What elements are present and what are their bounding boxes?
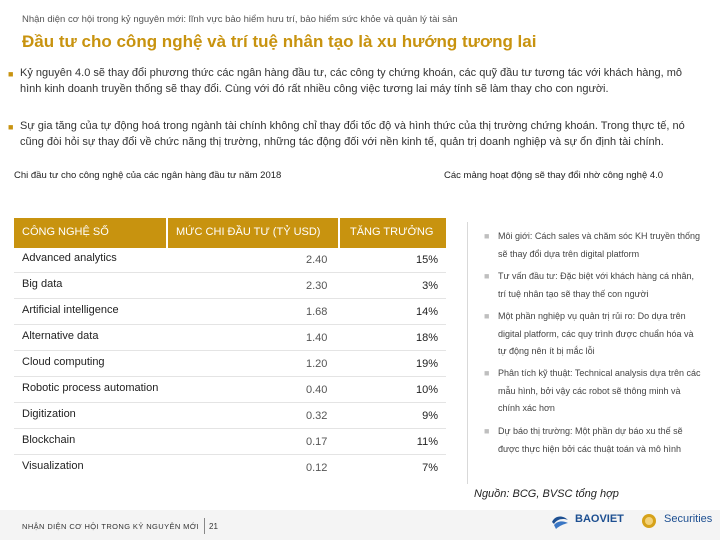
technology-cell: Cloud computing bbox=[22, 356, 105, 368]
table-header-separator bbox=[166, 218, 168, 248]
column-divider bbox=[467, 222, 468, 484]
table-row: Alternative data 1.40 18% bbox=[14, 324, 446, 351]
spend-cell: 2.40 bbox=[306, 254, 328, 266]
column-header-growth: TĂNG TRƯỞNG bbox=[350, 226, 434, 238]
technology-cell: Alternative data bbox=[22, 330, 99, 342]
activity-item: ■ Một phần nghiệp vụ quản trị rủi ro: Do… bbox=[484, 308, 702, 361]
gold-circle-logo-icon bbox=[642, 514, 656, 528]
intro-bullet-2: ■ Sự gia tăng của tự động hoá trong ngàn… bbox=[8, 119, 694, 150]
technology-cell: Visualization bbox=[22, 460, 84, 472]
spend-cell: 1.40 bbox=[306, 332, 328, 344]
column-header-technology: CÔNG NGHỆ SỐ bbox=[22, 226, 109, 238]
table-row: Visualization 0.12 7% bbox=[14, 454, 446, 480]
table-row: Blockchain 0.17 11% bbox=[14, 428, 446, 455]
footer-divider bbox=[204, 518, 205, 534]
page-subtitle: Nhận diện cơ hội trong kỷ nguyên mới: lĩ… bbox=[22, 14, 458, 25]
square-bullet-icon: ■ bbox=[484, 426, 490, 436]
table-header bbox=[14, 218, 446, 248]
activities-caption: Các mảng hoạt động sẽ thay đổi nhờ công … bbox=[444, 170, 664, 181]
table-header-separator bbox=[338, 218, 340, 248]
growth-cell: 10% bbox=[415, 384, 438, 396]
technology-cell: Robotic process automation bbox=[22, 382, 159, 394]
square-bullet-icon: ■ bbox=[8, 69, 14, 79]
spend-cell: 0.32 bbox=[306, 410, 328, 422]
growth-cell: 18% bbox=[415, 332, 438, 344]
technology-cell: Big data bbox=[22, 278, 63, 290]
table-row: Advanced analytics 2.40 15% bbox=[14, 246, 446, 273]
spend-cell: 0.40 bbox=[306, 384, 328, 396]
intro-bullet-1: ■ Kỷ nguyên 4.0 sẽ thay đổi phương thức … bbox=[8, 66, 694, 97]
growth-cell: 19% bbox=[415, 358, 438, 370]
spend-cell: 1.68 bbox=[306, 306, 328, 318]
square-bullet-icon: ■ bbox=[484, 368, 490, 378]
intro-bullet-text: Sự gia tăng của tự động hoá trong ngành … bbox=[20, 120, 685, 148]
technology-cell: Blockchain bbox=[22, 434, 76, 446]
technology-cell: Advanced analytics bbox=[22, 252, 117, 264]
activity-text: Một phần nghiệp vụ quản trị rủi ro: Do d… bbox=[498, 311, 694, 356]
activity-item: ■ Dự báo thị trường: Một phần dự báo xu … bbox=[484, 423, 702, 458]
table-row: Digitization 0.32 9% bbox=[14, 402, 446, 429]
activity-item: ■ Phân tích kỹ thuật: Technical analysis… bbox=[484, 365, 702, 418]
footer-title: NHẬN DIỆN CƠ HỘI TRONG KỶ NGUYÊN MỚI bbox=[22, 522, 200, 531]
activity-item: ■ Tư vấn đầu tư: Đặc biệt với khách hàng… bbox=[484, 268, 702, 303]
technology-cell: Digitization bbox=[22, 408, 76, 420]
spend-cell: 2.30 bbox=[306, 280, 328, 292]
spend-cell: 1.20 bbox=[306, 358, 328, 370]
brand-sublabel: Securities bbox=[664, 513, 713, 525]
growth-cell: 14% bbox=[415, 306, 438, 318]
table-row: Artificial intelligence 1.68 14% bbox=[14, 298, 446, 325]
spend-cell: 0.12 bbox=[306, 462, 328, 474]
table-caption: Chi đầu tư cho công nghệ của các ngân hà… bbox=[14, 170, 282, 181]
table-row: Robotic process automation 0.40 10% bbox=[14, 376, 446, 403]
growth-cell: 15% bbox=[415, 254, 438, 266]
technology-cell: Artificial intelligence bbox=[22, 304, 119, 316]
growth-cell: 11% bbox=[416, 436, 438, 448]
square-bullet-icon: ■ bbox=[484, 311, 490, 321]
table-row: Cloud computing 1.20 19% bbox=[14, 350, 446, 377]
growth-cell: 9% bbox=[422, 410, 438, 422]
growth-cell: 3% bbox=[422, 280, 438, 292]
footer bbox=[0, 510, 720, 540]
square-bullet-icon: ■ bbox=[484, 231, 490, 241]
activity-text: Dự báo thị trường: Một phần dự báo xu th… bbox=[498, 426, 683, 454]
intro-bullet-text: Kỷ nguyên 4.0 sẽ thay đổi phương thức cá… bbox=[20, 67, 683, 95]
baoviet-logo-icon bbox=[552, 516, 568, 529]
brand-logo: BAOVIET bbox=[575, 513, 624, 525]
square-bullet-icon: ■ bbox=[8, 122, 14, 132]
activity-item: ■ Môi giới: Cách sales và chăm sóc KH tr… bbox=[484, 228, 702, 263]
page-title: Đầu tư cho công nghệ và trí tuệ nhân tạo… bbox=[22, 32, 537, 51]
column-header-spend: MỨC CHI ĐẦU TƯ (TỶ USD) bbox=[176, 226, 321, 238]
square-bullet-icon: ■ bbox=[484, 271, 490, 281]
growth-cell: 7% bbox=[422, 462, 438, 474]
activity-text: Phân tích kỹ thuật: Technical analysis d… bbox=[498, 368, 701, 413]
spend-cell: 0.17 bbox=[306, 436, 328, 448]
activity-text: Môi giới: Cách sales và chăm sóc KH truy… bbox=[498, 231, 700, 259]
activity-text: Tư vấn đầu tư: Đặc biệt với khách hàng c… bbox=[498, 271, 695, 299]
table-row: Big data 2.30 3% bbox=[14, 272, 446, 299]
page-number: 21 bbox=[209, 522, 218, 531]
source-note: Nguồn: BCG, BVSC tổng hợp bbox=[474, 488, 619, 500]
